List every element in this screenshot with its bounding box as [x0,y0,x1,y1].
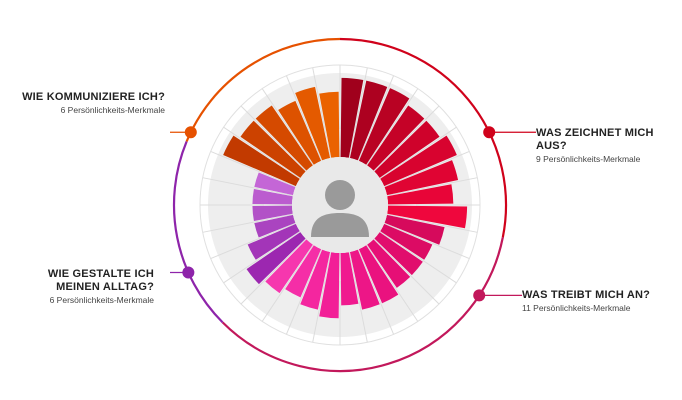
segment-title: WIE GESTALTE ICH MEINEN ALLTAG? [47,268,154,293]
bar-kommuniziere-4 [278,100,322,165]
grid-spoke [312,67,332,159]
label-was-treibt: WAS TREIBT MICH AN? 11 Persönlichkeits-M… [522,289,650,314]
ring-arc-alltag [172,141,224,324]
bar-kommuniziere-6 [319,91,340,158]
bar-treibt-10 [285,245,322,298]
marker-dot-kommuniziere [184,126,197,139]
grid-spoke [348,251,368,343]
segment-subtitle: 6 Persönlichkeits-Merkmale [60,105,165,115]
bar-alltag-1 [246,232,306,285]
bar-treibt-6 [349,249,380,310]
marker-dot-treibt [473,289,486,302]
grid-spoke [386,213,478,233]
grid-spoke [202,177,294,197]
bar-zeichnet-2 [349,80,388,161]
grid-spoke [223,126,301,179]
grid-spoke [261,88,314,166]
grid-spoke [223,231,301,284]
segment-title: WAS ZEICHNET MICH AUS? [536,127,654,152]
grid-spoke [240,105,307,172]
bar-zeichnet-9 [387,205,468,229]
grid-spoke [373,105,440,172]
grid-spoke [366,244,419,322]
grid-spoke [357,75,395,161]
bar-treibt-4 [367,239,411,288]
bar-treibt-1 [384,214,445,245]
ring-arc-zeichnet [339,37,508,238]
bar-kommuniziere-5 [295,86,331,161]
label-wie-kommuniziere: WIE KOMMUNIZIERE ICH? 6 Persönlichkeits-… [14,91,165,116]
segment-subtitle: 9 Persönlichkeits-Merkmale [536,154,641,164]
bar-zeichnet-4 [367,105,425,171]
grid-spoke [373,238,440,305]
bar-alltag-6 [254,172,296,196]
center-avatar [292,157,388,253]
grid-spoke [285,249,323,335]
bar-kommuniziere-1 [223,135,300,187]
bar-treibt-8 [319,252,340,319]
bar-treibt-3 [374,232,423,276]
label-wie-gestalte: WIE GESTALTE ICH MEINEN ALLTAG? 6 Persön… [14,268,154,306]
avatar-body-icon [311,213,369,237]
grid-spoke [210,222,296,260]
grid-spoke [379,231,457,284]
bar-kommuniziere-3 [255,105,313,171]
label-was-zeichnet: WAS ZEICHNET MICH AUS? 9 Persönlichkeits… [536,127,682,165]
bar-treibt-11 [265,239,313,294]
segment-title: WIE KOMMUNIZIERE ICH? [22,91,165,103]
grid-spoke [261,244,314,322]
bar-alltag-3 [254,214,296,238]
bar-zeichnet-8 [387,184,454,205]
bar-zeichnet-3 [358,88,410,165]
bar-zeichnet-7 [384,160,459,196]
bar-zeichnet-1 [340,77,364,158]
grid-spoke [202,213,294,233]
bar-zeichnet-5 [374,120,440,178]
bar-treibt-2 [380,223,433,260]
grid-spoke [240,238,307,305]
grid-spoke [386,177,478,197]
bar-zeichnet-6 [380,135,457,187]
bar-treibt-5 [358,245,399,304]
grid-spoke [285,75,323,161]
bar-treibt-9 [300,249,331,310]
marker-dot-zeichnet [483,126,496,139]
avatar-head-icon [325,180,355,210]
segment-subtitle: 6 Persönlichkeits-Merkmale [49,295,154,305]
grid-spoke [348,67,368,159]
grid-spoke [312,251,332,343]
grid-spoke [357,249,395,335]
grid-spoke [384,150,470,188]
bar-alltag-4 [252,205,293,222]
bar-treibt-7 [340,252,359,306]
grid-spoke [366,88,419,166]
marker-dot-alltag [182,266,195,279]
grid-spoke [210,150,296,188]
ring-arc-treibt [221,237,504,373]
grid-spoke [379,126,457,179]
ring-arc-kommuniziere [185,37,341,142]
segment-subtitle: 11 Persönlichkeits-Merkmale [522,303,631,313]
segment-title: WAS TREIBT MICH AN? [522,289,651,301]
bar-kommuniziere-2 [240,120,306,178]
chart-bars [223,77,468,319]
bar-alltag-5 [252,188,293,205]
outer-ring [170,37,536,373]
bar-alltag-2 [247,223,300,260]
grid-spoke [384,222,470,260]
